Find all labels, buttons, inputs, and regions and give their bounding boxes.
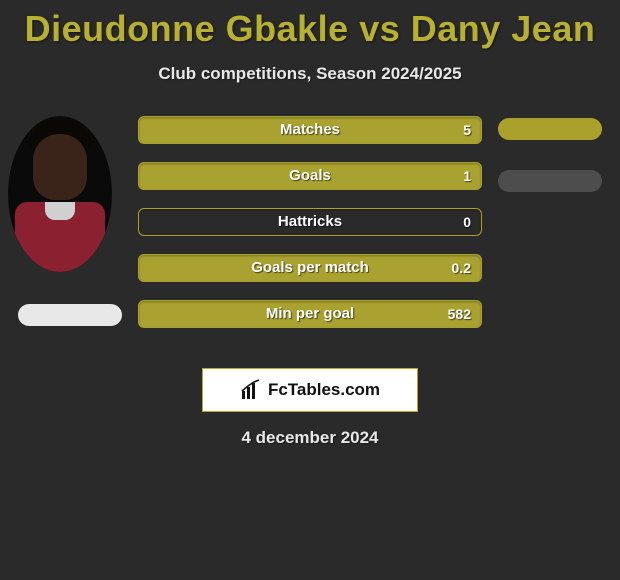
stat-value: 1 — [463, 163, 471, 189]
brand-text: FcTables.com — [268, 380, 380, 400]
stat-bar-hattricks: Hattricks 0 — [138, 208, 482, 236]
player1-avatar — [8, 116, 112, 272]
avatar-head — [33, 134, 87, 200]
stat-label: Goals per match — [139, 255, 481, 281]
stat-label: Min per goal — [139, 301, 481, 327]
player2-pill-2 — [498, 170, 602, 192]
stat-label: Goals — [139, 163, 481, 189]
stat-bar-mpg: Min per goal 582 — [138, 300, 482, 328]
bars-icon — [240, 379, 262, 401]
stat-label: Matches — [139, 117, 481, 143]
subtitle: Club competitions, Season 2024/2025 — [0, 64, 620, 84]
stat-bar-matches: Matches 5 — [138, 116, 482, 144]
comparison-content: Matches 5 Goals 1 Hattricks 0 Goals per … — [0, 116, 620, 356]
date-text: 4 december 2024 — [0, 428, 620, 448]
stat-value: 582 — [448, 301, 471, 327]
player2-pill-1 — [498, 118, 602, 140]
avatar-jersey — [15, 202, 105, 272]
brand-box: FcTables.com — [202, 368, 418, 412]
player1-name-pill — [18, 304, 122, 326]
stat-bar-goals: Goals 1 — [138, 162, 482, 190]
stat-label: Hattricks — [139, 209, 481, 235]
stat-value: 0.2 — [452, 255, 471, 281]
stat-bars: Matches 5 Goals 1 Hattricks 0 Goals per … — [138, 116, 482, 346]
stat-bar-gpm: Goals per match 0.2 — [138, 254, 482, 282]
page-title: Dieudonne Gbakle vs Dany Jean — [0, 0, 620, 50]
stat-value: 5 — [463, 117, 471, 143]
stat-value: 0 — [463, 209, 471, 235]
